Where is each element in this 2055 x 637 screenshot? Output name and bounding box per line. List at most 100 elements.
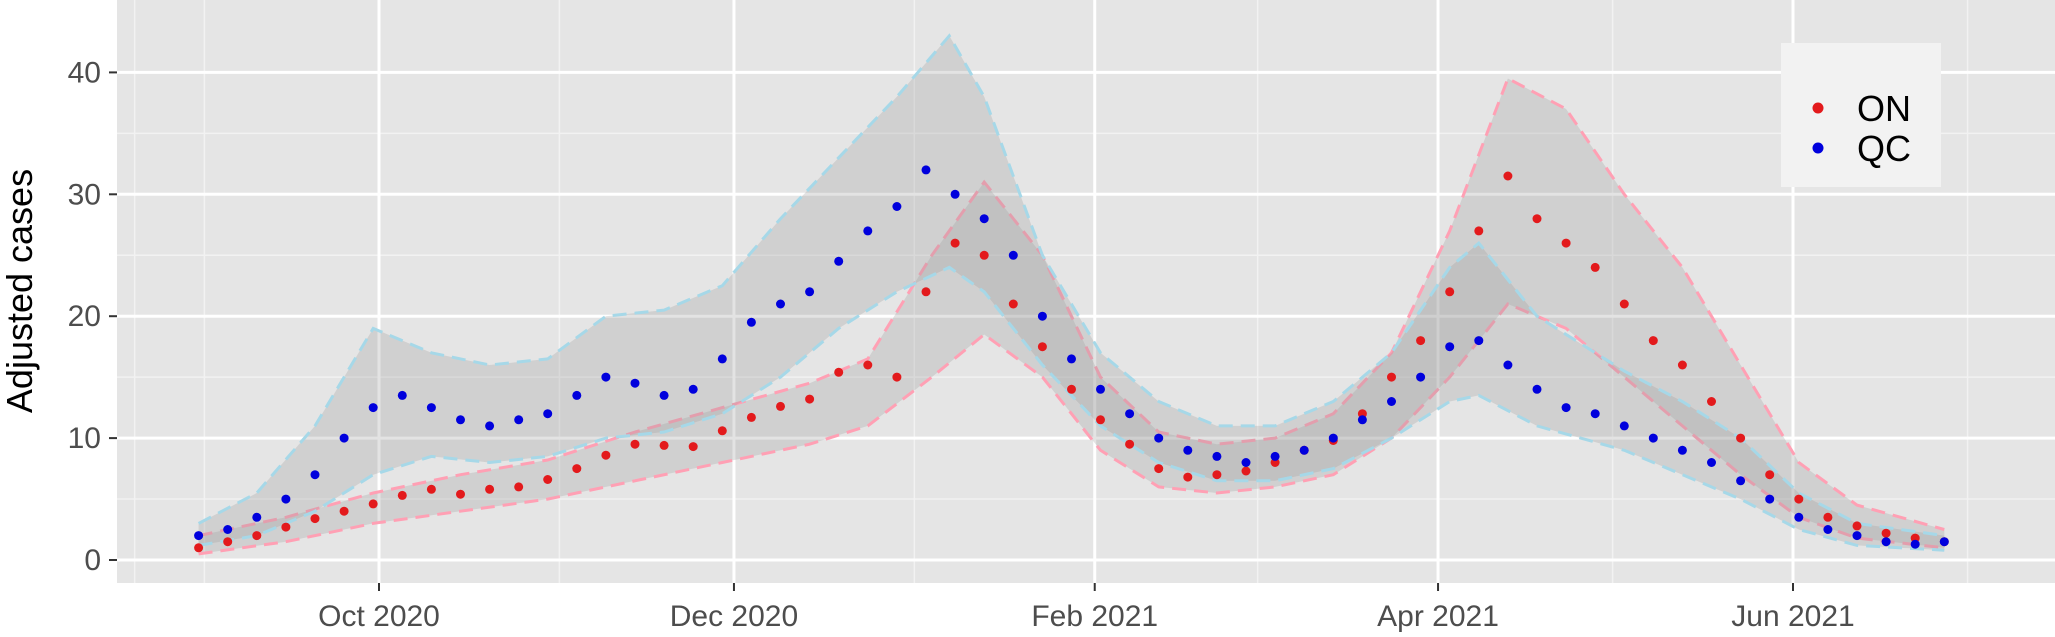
- band-lower-qc: [198, 265, 1945, 552]
- point-on: [776, 401, 785, 411]
- point-qc: [1299, 445, 1309, 455]
- point-on: [892, 372, 902, 382]
- legend-key-on: [1812, 102, 1824, 114]
- point-on: [1474, 226, 1484, 236]
- point-qc: [630, 378, 640, 388]
- point-on: [368, 499, 378, 509]
- x-tick-label: Jun 2021: [1731, 600, 1854, 633]
- point-qc: [281, 494, 291, 504]
- point-on: [194, 543, 204, 553]
- point-qc: [223, 525, 233, 534]
- point-qc: [1212, 451, 1222, 461]
- point-on: [1852, 521, 1862, 531]
- point-qc: [252, 512, 262, 522]
- point-qc: [339, 433, 349, 443]
- point-on: [485, 484, 495, 494]
- point-qc: [1503, 360, 1513, 370]
- point-qc: [1794, 512, 1804, 522]
- point-on: [601, 450, 611, 460]
- point-on: [281, 522, 291, 532]
- point-on: [659, 440, 669, 450]
- point-qc: [834, 256, 844, 266]
- point-on: [688, 442, 698, 452]
- legend-label-on: ON: [1857, 88, 1911, 129]
- point-on: [1154, 464, 1164, 474]
- band-upper-on: [198, 76, 1945, 538]
- point-qc: [601, 372, 611, 382]
- point-qc: [1677, 445, 1687, 455]
- point-qc: [1096, 384, 1105, 394]
- point-on: [1765, 470, 1775, 480]
- point-qc: [1474, 336, 1484, 346]
- point-on: [456, 489, 465, 499]
- point-qc: [1910, 539, 1920, 549]
- point-qc: [1736, 476, 1746, 486]
- data-points: [194, 165, 1949, 553]
- point-on: [950, 238, 960, 248]
- point-qc: [368, 403, 378, 413]
- point-on: [630, 439, 640, 449]
- point-qc: [979, 214, 989, 224]
- point-on: [1008, 299, 1018, 309]
- band-qc: [198, 35, 1945, 551]
- point-qc: [1707, 458, 1716, 467]
- point-qc: [1154, 433, 1164, 443]
- point-on: [1823, 512, 1833, 522]
- point-qc: [688, 384, 698, 394]
- point-qc: [397, 390, 407, 400]
- point-on: [310, 514, 320, 524]
- point-on: [1590, 262, 1600, 272]
- point-qc: [572, 390, 582, 400]
- point-qc: [776, 299, 785, 309]
- point-qc: [543, 409, 553, 419]
- point-on: [223, 537, 233, 547]
- point-on: [1387, 372, 1396, 382]
- y-tick-label: 0: [84, 544, 101, 577]
- x-tick-label: Oct 2020: [318, 600, 440, 633]
- point-on: [834, 367, 844, 377]
- point-on: [1677, 360, 1687, 370]
- y-tick-label: 40: [68, 56, 101, 89]
- confidence-bands: [197, 33, 1945, 556]
- point-on: [805, 394, 815, 404]
- y-axis-title: Adjusted cases: [0, 169, 40, 413]
- point-qc: [1416, 372, 1426, 382]
- plot-panel: [117, 0, 2055, 583]
- point-on: [397, 490, 407, 500]
- point-on: [921, 287, 931, 297]
- legend-box: [1781, 43, 1941, 187]
- point-on: [1881, 528, 1891, 538]
- point-qc: [892, 202, 902, 211]
- point-qc: [1241, 458, 1251, 467]
- point-on: [717, 426, 727, 436]
- point-qc: [426, 403, 436, 413]
- point-on: [1648, 336, 1658, 346]
- band-on: [198, 78, 1945, 554]
- point-qc: [1067, 354, 1076, 364]
- point-on: [252, 531, 262, 541]
- x-tick-label: Feb 2021: [1031, 600, 1158, 633]
- point-on: [863, 360, 873, 370]
- point-qc: [950, 189, 960, 199]
- point-qc: [1765, 494, 1775, 504]
- point-qc: [1445, 342, 1455, 352]
- point-qc: [1532, 384, 1542, 394]
- minor-gridlines: [117, 0, 2055, 583]
- x-tick-label: Dec 2020: [670, 600, 798, 633]
- point-qc: [1183, 445, 1193, 455]
- point-on: [1619, 299, 1629, 309]
- point-on: [572, 464, 582, 474]
- point-on: [1212, 470, 1222, 480]
- point-on: [979, 250, 989, 260]
- point-on: [1183, 472, 1193, 482]
- point-qc: [1590, 409, 1600, 419]
- point-on: [543, 475, 553, 484]
- point-qc: [1008, 250, 1018, 260]
- point-qc: [1561, 403, 1571, 413]
- point-qc: [1387, 397, 1396, 406]
- point-on: [1707, 397, 1716, 406]
- point-on: [1037, 342, 1047, 352]
- point-on: [339, 506, 349, 516]
